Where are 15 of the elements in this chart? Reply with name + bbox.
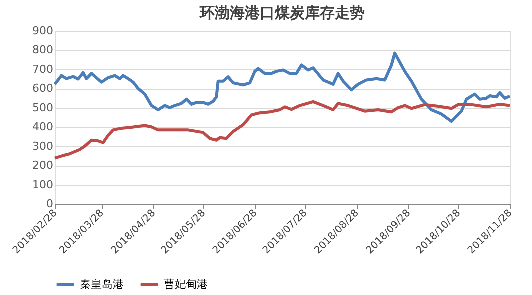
line-series [54, 100, 512, 160]
y-tick-label: 300 [32, 140, 54, 153]
y-tick-label: 600 [32, 82, 54, 96]
y-tick-label: 200 [32, 159, 54, 172]
y-tick-label: 100 [32, 178, 54, 192]
y-tick-label: 900 [32, 24, 54, 38]
y-tick-label: 800 [32, 44, 54, 57]
y-tick-label: 0 [46, 198, 54, 210]
chart-title: 环渤海港口煤炭库存走势 [199, 4, 365, 22]
y-tick-label: 400 [32, 120, 54, 134]
legend-label: 秦皇岛港 [80, 278, 124, 291]
line-series [54, 52, 512, 124]
y-tick-label: 700 [32, 62, 54, 76]
y-tick-label: 500 [32, 101, 54, 114]
legend-label: 曹妃甸港 [164, 278, 208, 291]
